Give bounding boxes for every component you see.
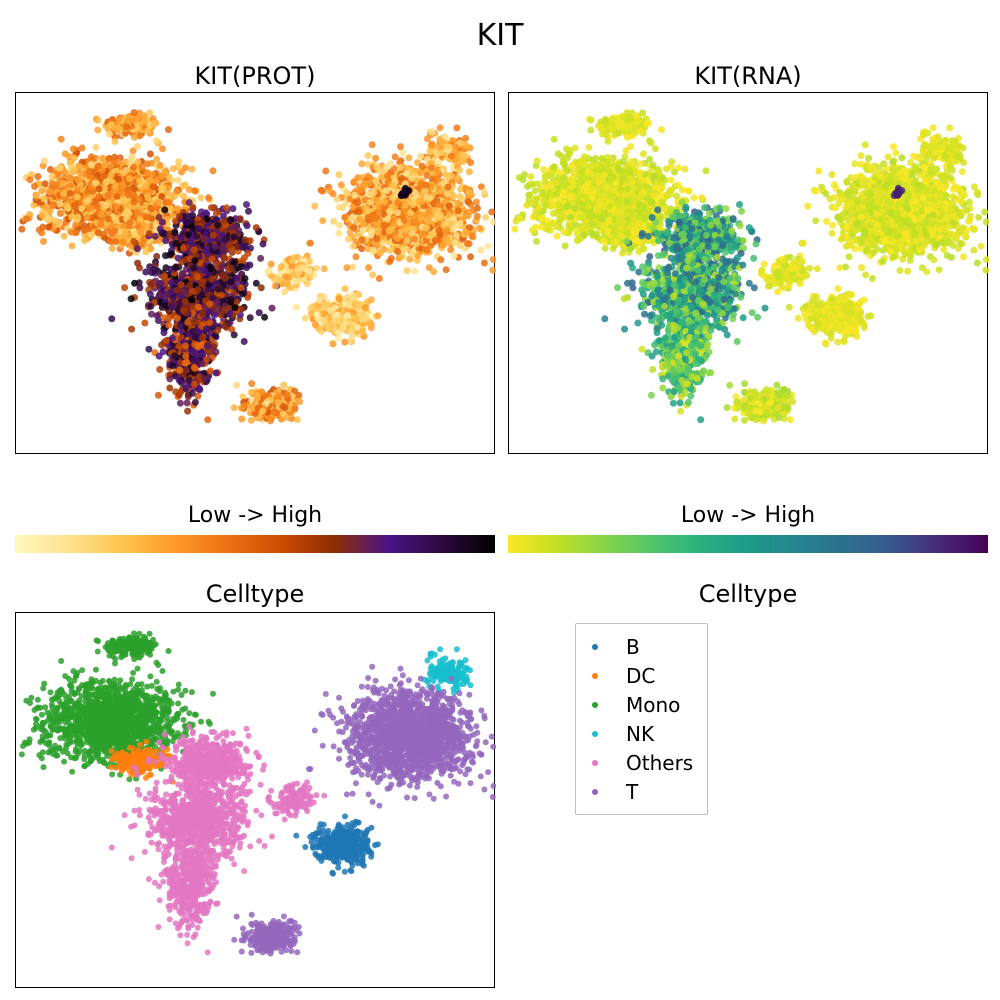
- prot-colorbar: [15, 535, 495, 553]
- scatter-layer: [16, 613, 496, 989]
- legend-label: T: [626, 780, 638, 804]
- celltype-legend: B DC Mono NK Others T: [575, 623, 708, 815]
- legend-item: B: [588, 632, 693, 661]
- legend-label: Mono: [626, 693, 680, 717]
- legend-label: Others: [626, 751, 693, 775]
- rna-panel: [508, 92, 988, 454]
- rna-cbar-label: Low -> High: [508, 503, 988, 528]
- celltype-panel: [15, 612, 495, 988]
- legend-title: Celltype: [508, 580, 988, 608]
- legend-dot: [592, 702, 598, 708]
- legend-label: NK: [626, 722, 654, 746]
- legend-dot: [592, 760, 598, 766]
- rna-colorbar: [508, 535, 988, 553]
- legend-label: B: [626, 635, 640, 659]
- legend-dot: [592, 673, 598, 679]
- prot-subtitle: KIT(PROT): [15, 62, 495, 90]
- prot-panel: [15, 92, 495, 454]
- legend-label: DC: [626, 664, 655, 688]
- legend-dot: [592, 731, 598, 737]
- legend-dot: [592, 644, 598, 650]
- prot-cbar-label: Low -> High: [15, 503, 495, 528]
- legend-item: Mono: [588, 690, 693, 719]
- rna-subtitle: KIT(RNA): [508, 62, 988, 90]
- legend-dot: [592, 789, 598, 795]
- legend-item: Others: [588, 748, 693, 777]
- main-title: KIT: [0, 18, 1000, 53]
- scatter-layer: [16, 93, 496, 455]
- scatter-layer: [509, 93, 989, 455]
- legend-item: T: [588, 777, 693, 806]
- legend-item: NK: [588, 719, 693, 748]
- celltype-subtitle: Celltype: [15, 580, 495, 608]
- legend-item: DC: [588, 661, 693, 690]
